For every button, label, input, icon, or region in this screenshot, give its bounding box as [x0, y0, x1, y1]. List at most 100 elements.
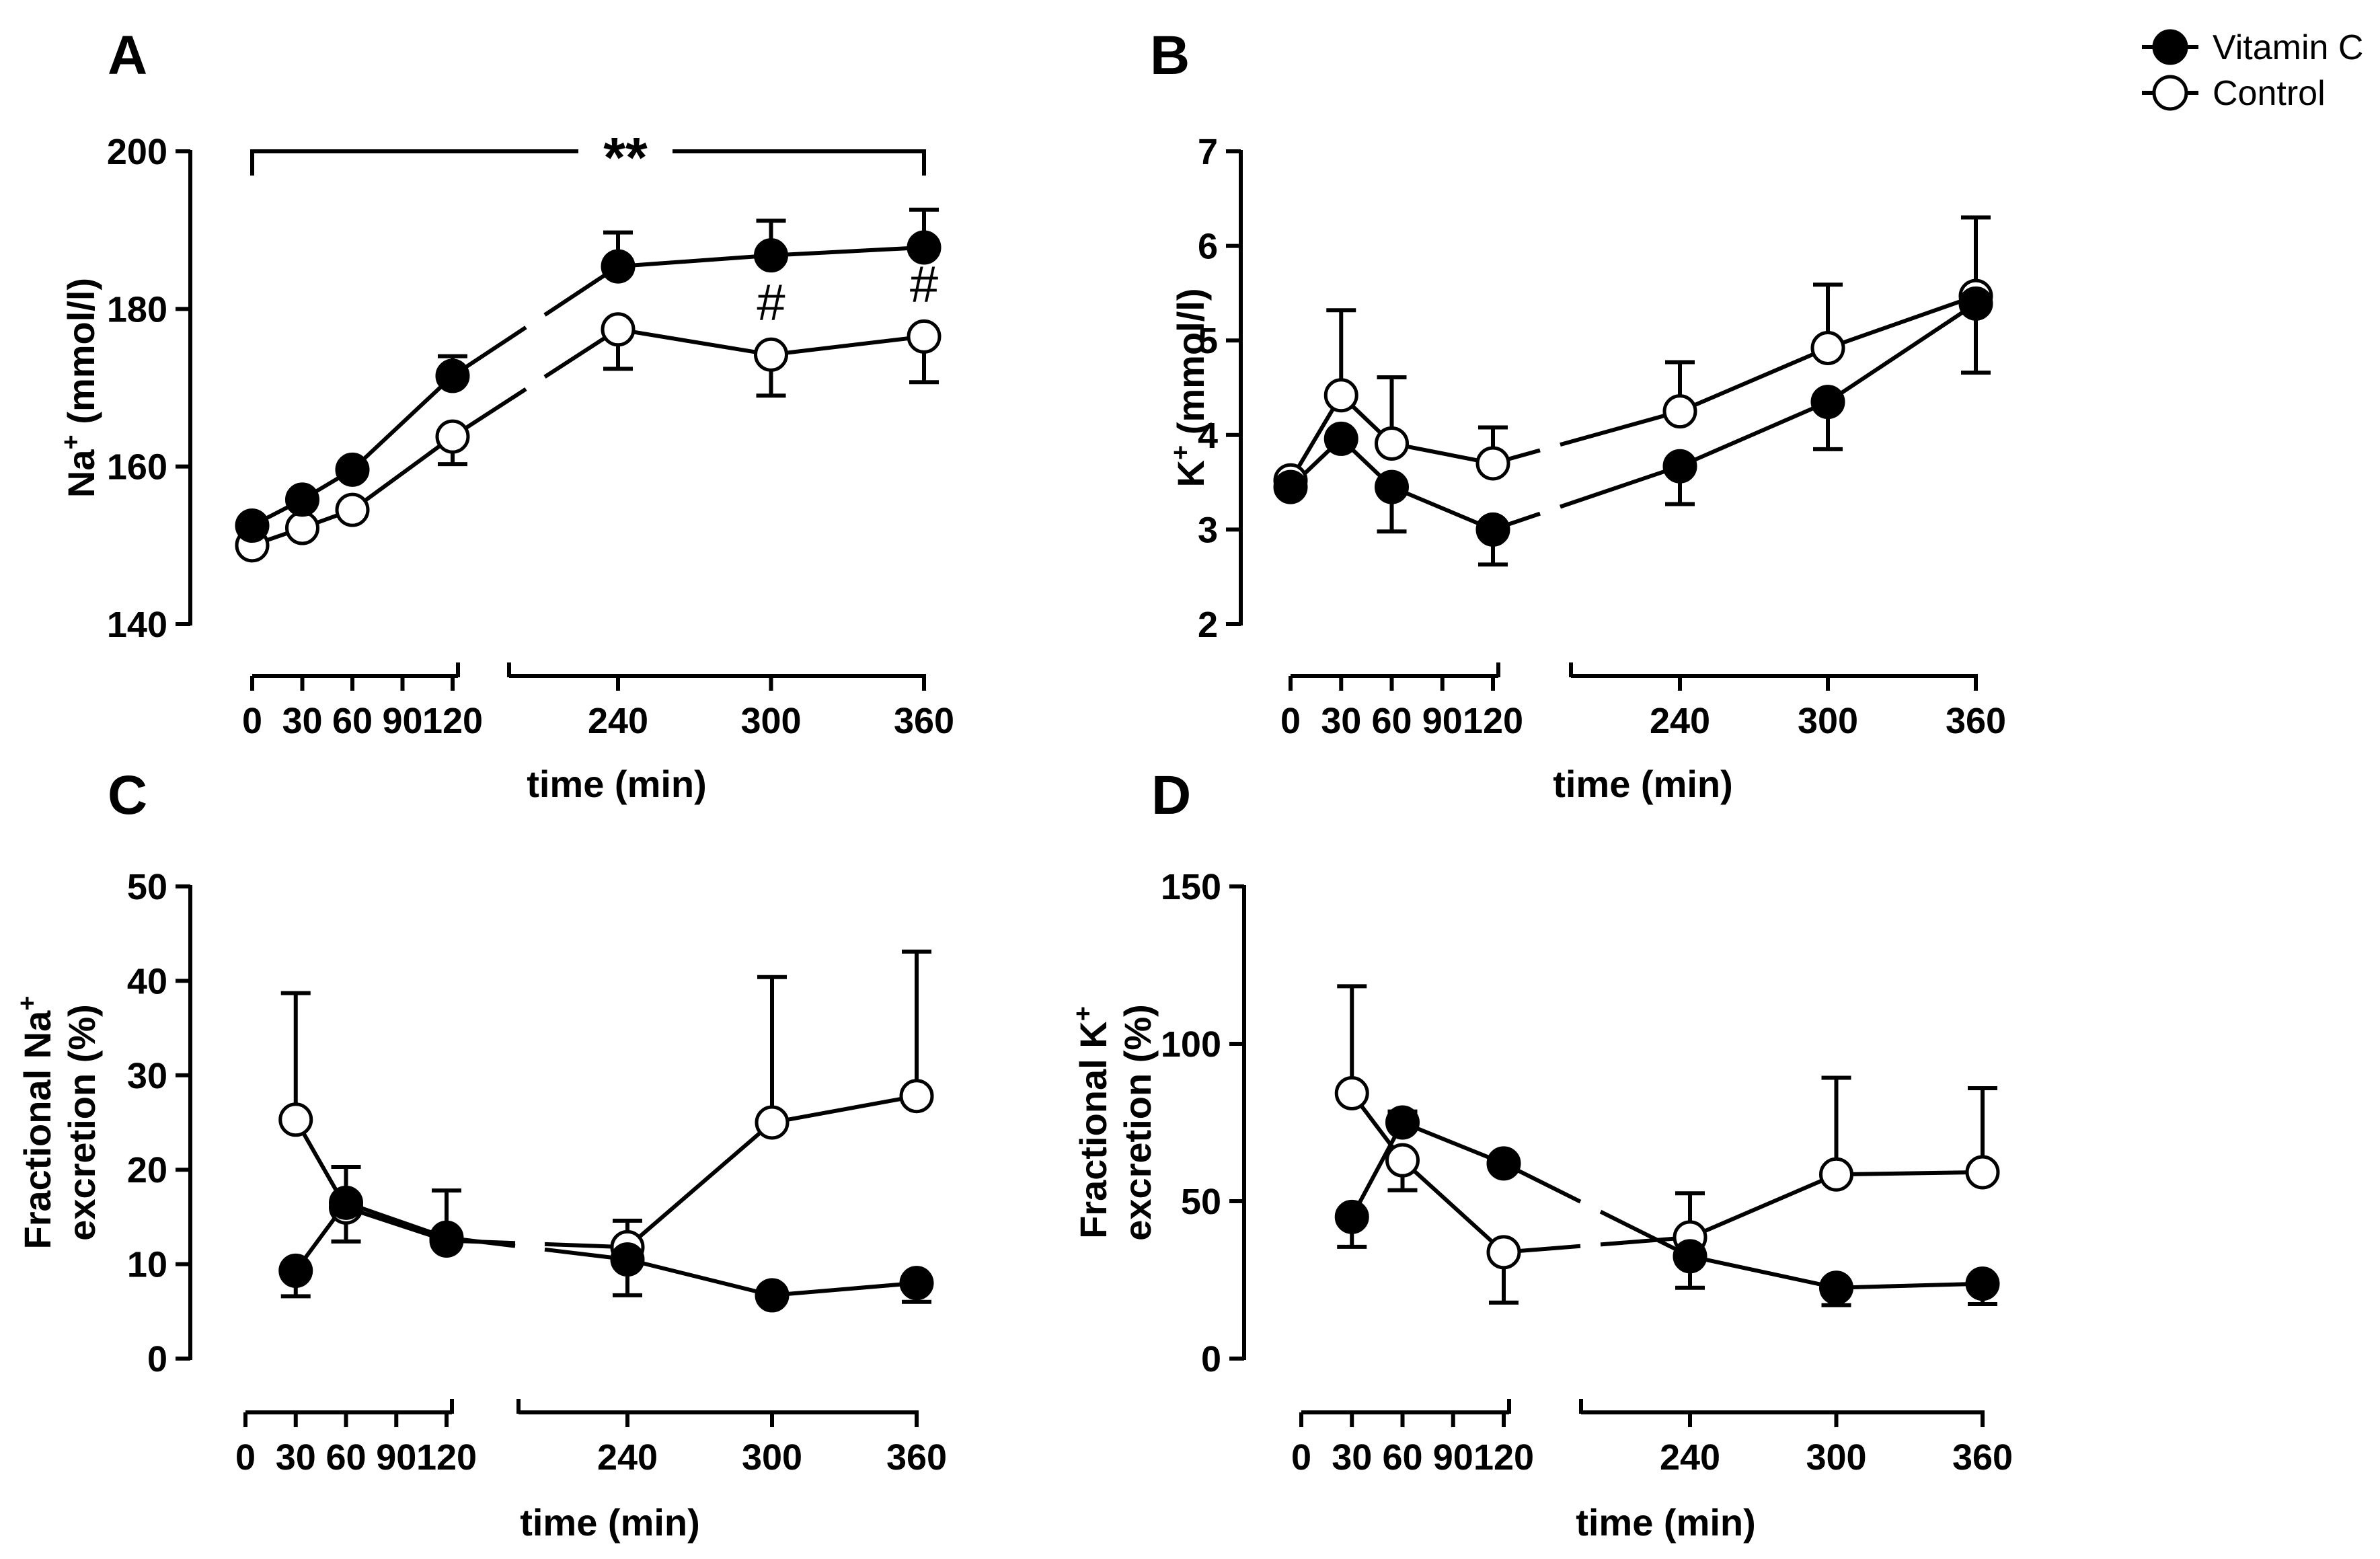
y-tick-label-d-1: 50: [1181, 1182, 1221, 1222]
x-axis-title-d: time (min): [1576, 1501, 1756, 1544]
y-axis-title-base-d: Fractional K: [1072, 1021, 1114, 1239]
panel-letter-a: A: [108, 25, 147, 86]
y-tick-label-c-3: 30: [127, 1056, 167, 1096]
data-point-vitamin-c-c-5: [899, 1266, 934, 1301]
x-tick-label-c-1: 30: [276, 1437, 316, 1478]
y-axis-title-line2-d: excretion (%): [1116, 1004, 1159, 1241]
x-tick-label-b-0: 0: [1280, 701, 1301, 741]
y-tick-label-b-0: 2: [1198, 605, 1218, 645]
x-tick-label-d-3: 90: [1433, 1437, 1473, 1478]
y-axis-title-sup-a: +: [57, 434, 85, 449]
series-line-left-control-c: [294, 1118, 447, 1243]
data-point-control-a-1: [284, 510, 319, 545]
y-tick-label-c-2: 20: [127, 1150, 167, 1190]
series-line-left-vitamin-c-c: [294, 1200, 447, 1272]
x-tick-label-a-4: 120: [422, 701, 483, 741]
x-tick-label-d-0: 0: [1291, 1437, 1311, 1478]
data-point-control-d-1: [1385, 1143, 1420, 1178]
data-point-vitamin-c-d-3: [1673, 1239, 1707, 1274]
data-point-vitamin-c-a-2: [335, 452, 370, 487]
x-tick-label-a-7: 360: [894, 701, 954, 741]
y-tick-label-c-1: 10: [127, 1245, 167, 1285]
x-tick-label-c-6: 300: [742, 1437, 802, 1478]
x-tick-label-a-1: 30: [282, 701, 322, 741]
significance-label-a: **: [603, 126, 648, 189]
data-point-vitamin-c-a-4: [601, 249, 636, 284]
x-tick-label-b-1: 30: [1321, 701, 1361, 741]
x-tick-label-d-1: 30: [1332, 1437, 1372, 1478]
y-axis-title-a: Na+ (mmol/l): [57, 278, 102, 498]
data-point-vitamin-c-b-0: [1273, 469, 1308, 504]
y-axis-title-d: Fractional K+: [1069, 1006, 1114, 1239]
data-point-control-c-0: [278, 1102, 313, 1137]
x-tick-label-b-3: 90: [1422, 701, 1463, 741]
data-point-vitamin-c-b-4: [1662, 449, 1697, 484]
legend-label-vitamin-c: Vitamin C: [2213, 28, 2363, 67]
data-point-control-d-4: [1819, 1157, 1853, 1192]
data-point-vitamin-c-d-0: [1334, 1199, 1369, 1234]
y-axis-title-base-c: Fractional Na: [16, 1010, 59, 1250]
chart-panel-a: 140 160 180 200 0 30 60 90 120 240 300 360 time (min…: [57, 126, 954, 805]
significance-marker-a-0: #: [757, 274, 785, 331]
data-point-control-b-1: [1323, 378, 1358, 413]
data-point-control-d-5: [1965, 1155, 2000, 1190]
series-line-left-control-b: [1289, 391, 1494, 482]
y-tick-label-a-3: 200: [107, 132, 167, 172]
y-axis-title-b: K+ (mmol/l): [1167, 289, 1212, 488]
x-tick-label-d-7: 360: [1952, 1437, 2013, 1478]
data-point-control-d-0: [1334, 1075, 1369, 1110]
data-point-control-c-4: [755, 1105, 790, 1140]
data-point-control-a-5: [754, 337, 789, 372]
panel-letter-d: D: [1151, 765, 1191, 826]
data-point-vitamin-c-b-1: [1323, 421, 1358, 456]
y-tick-label-a-0: 140: [107, 605, 167, 645]
x-axis-title-b: time (min): [1553, 763, 1733, 805]
data-point-vitamin-c-d-4: [1819, 1270, 1853, 1305]
x-tick-label-a-3: 90: [382, 701, 422, 741]
y-axis-title-sup-c: +: [13, 996, 42, 1011]
x-tick-label-c-0: 0: [235, 1437, 256, 1478]
y-axis-title-unit-a: (mmol/l): [60, 278, 102, 434]
y-tick-label-c-4: 40: [127, 961, 167, 1001]
x-tick-label-c-5: 240: [597, 1437, 658, 1478]
y-tick-label-d-3: 150: [1161, 867, 1221, 907]
y-tick-label-a-2: 180: [107, 289, 167, 330]
y-tick-label-b-1: 3: [1198, 510, 1218, 550]
y-axis-title-base-b: K: [1169, 460, 1212, 487]
data-point-vitamin-c-b-3: [1475, 512, 1510, 547]
data-point-vitamin-c-d-2: [1486, 1146, 1521, 1181]
y-axis-title-c: Fractional Na+: [13, 996, 59, 1250]
x-tick-label-a-2: 60: [332, 701, 373, 741]
x-axis-title-c: time (min): [520, 1501, 700, 1544]
y-tick-label-b-4: 6: [1198, 227, 1218, 267]
chart-panel-d: 0 50 100 150 0 30 60 90 120 240 300 360 time (min) Fr…: [1069, 867, 2013, 1544]
series-break-right-control-b: [1560, 409, 1681, 447]
x-tick-label-a-0: 0: [242, 701, 262, 741]
series-line-left-vitamin-c-b: [1289, 436, 1494, 532]
x-tick-label-d-2: 60: [1382, 1437, 1422, 1478]
x-tick-label-a-6: 300: [740, 701, 801, 741]
y-axis-title-sup-d: +: [1069, 1006, 1098, 1021]
y-tick-label-b-3: 5: [1198, 321, 1218, 361]
x-tick-label-c-7: 360: [886, 1437, 947, 1478]
x-tick-label-b-6: 300: [1798, 701, 1858, 741]
data-point-control-c-5: [899, 1079, 934, 1114]
data-point-control-a-3: [435, 419, 470, 454]
series-line-left-control-a: [252, 434, 454, 547]
data-point-vitamin-c-d-5: [1965, 1266, 2000, 1301]
x-tick-label-b-4: 120: [1463, 701, 1523, 741]
y-axis-title-unit-b: (mmol/l): [1169, 289, 1212, 445]
series-line-left-vitamin-c-a: [251, 374, 455, 528]
data-point-control-b-5: [1810, 330, 1845, 365]
x-tick-label-a-5: 240: [588, 701, 648, 741]
data-point-vitamin-c-a-5: [754, 238, 789, 273]
legend-filled-marker: [2152, 29, 2188, 65]
x-tick-label-b-2: 60: [1371, 701, 1412, 741]
data-point-vitamin-c-b-5: [1810, 385, 1845, 420]
data-point-vitamin-c-a-0: [235, 508, 270, 543]
data-point-vitamin-c-d-1: [1385, 1105, 1420, 1140]
y-tick-label-d-0: 0: [1201, 1339, 1221, 1379]
y-tick-label-c-0: 0: [147, 1339, 167, 1379]
